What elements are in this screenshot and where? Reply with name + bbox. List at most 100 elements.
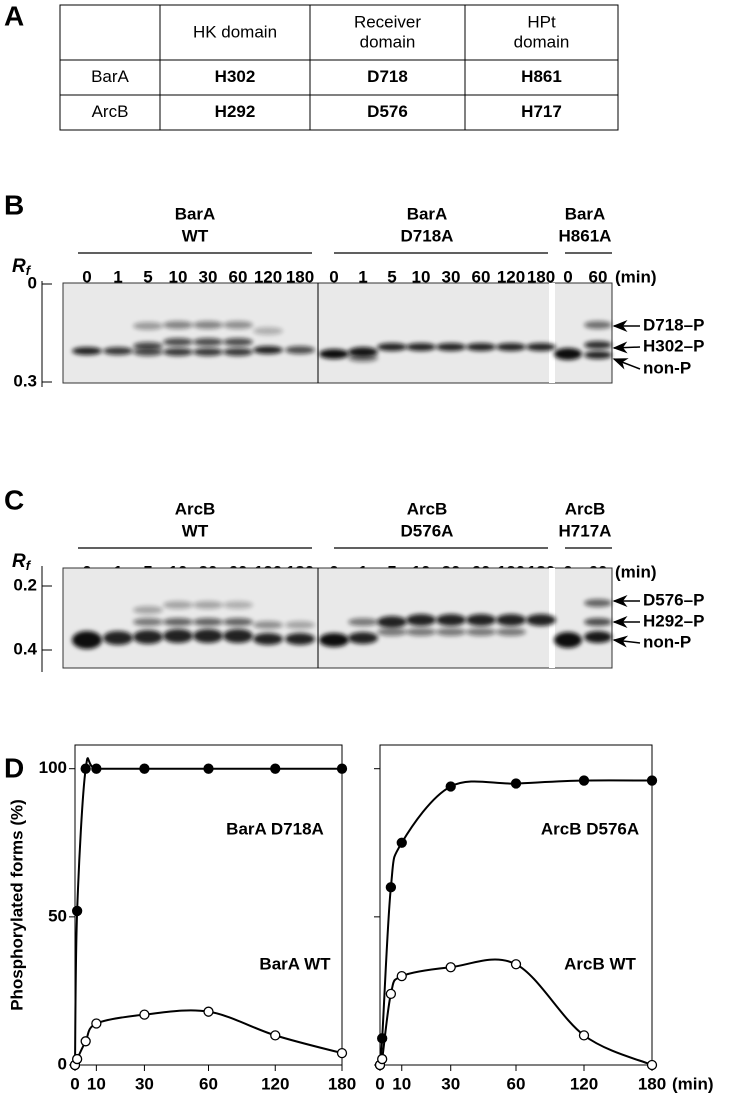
band xyxy=(436,628,466,636)
table-header: HPt xyxy=(527,12,556,31)
panel-label: A xyxy=(4,0,24,31)
x-tick-label: 30 xyxy=(135,1074,154,1093)
band xyxy=(253,327,283,335)
lane-label: 30 xyxy=(199,267,218,286)
lane-label: 120 xyxy=(497,267,525,286)
data-point xyxy=(91,1018,102,1029)
lane-label: 120 xyxy=(254,267,282,286)
x-tick-label: 0 xyxy=(375,1074,384,1093)
rf-sub: f xyxy=(26,263,32,278)
band xyxy=(348,618,378,626)
rf-tick-label: 0.3 xyxy=(13,371,37,390)
band xyxy=(348,354,378,362)
band xyxy=(466,343,496,351)
lane-label: 180 xyxy=(527,267,555,286)
lane-label: 10 xyxy=(169,267,188,286)
band xyxy=(223,618,253,626)
band xyxy=(223,348,253,356)
data-point xyxy=(139,1009,150,1020)
band xyxy=(319,633,349,647)
band xyxy=(377,628,407,636)
band xyxy=(406,343,436,351)
plot-frame xyxy=(74,744,343,1066)
panel-label: B xyxy=(4,189,24,220)
data-point xyxy=(270,763,281,774)
table-cell: H717 xyxy=(521,102,562,121)
rf-tick-label: 0.2 xyxy=(13,575,37,594)
band xyxy=(193,321,223,329)
band xyxy=(406,614,436,626)
group-label: D576A xyxy=(401,521,454,540)
series-line xyxy=(379,958,653,1068)
band xyxy=(319,349,349,359)
band xyxy=(223,338,253,346)
series-line xyxy=(379,779,653,1066)
band xyxy=(133,348,163,356)
lane-label: 1 xyxy=(113,267,122,286)
data-point xyxy=(646,1059,658,1071)
data-point xyxy=(396,970,407,982)
data-point xyxy=(91,763,102,774)
band-label: D718–P xyxy=(643,315,704,334)
y-tick-label: 0 xyxy=(58,1054,67,1073)
band xyxy=(193,338,223,346)
band-label: non-P xyxy=(643,358,691,377)
rf-sub: f xyxy=(26,558,32,573)
plot-frame xyxy=(379,744,653,1066)
unit-label: (min) xyxy=(615,562,657,581)
band xyxy=(253,346,283,354)
lane-label: 0 xyxy=(563,267,572,286)
rf-label: Rf xyxy=(12,256,32,278)
band xyxy=(436,343,466,351)
table-cell: D718 xyxy=(367,67,408,86)
group-label: BarA xyxy=(407,204,448,223)
band xyxy=(496,614,526,626)
lane-label: 180 xyxy=(286,267,314,286)
band xyxy=(193,618,223,626)
lane-label: 0 xyxy=(329,267,338,286)
unit-label: (min) xyxy=(615,267,657,286)
table-header: Receiver xyxy=(354,12,421,31)
band-label: non-P xyxy=(643,632,691,651)
data-point xyxy=(646,775,658,786)
band xyxy=(163,348,193,356)
data-point xyxy=(71,905,83,917)
rf-label: Rf xyxy=(12,551,32,573)
band xyxy=(526,614,556,626)
group-label: ArcB xyxy=(565,499,606,518)
group-label: BarA xyxy=(565,204,606,223)
band xyxy=(285,633,315,645)
x-tick-label: 60 xyxy=(199,1074,218,1093)
rf-main: R xyxy=(12,551,26,572)
band xyxy=(554,348,582,360)
band xyxy=(377,616,407,628)
table-header: HK domain xyxy=(193,22,277,41)
group-label: WT xyxy=(182,521,209,540)
table-frame xyxy=(59,4,619,131)
band xyxy=(377,343,407,351)
lane-label: 5 xyxy=(387,267,396,286)
gel-gap xyxy=(549,283,555,383)
band xyxy=(193,601,223,609)
band xyxy=(223,629,253,643)
lane-label: 30 xyxy=(442,267,461,286)
band xyxy=(133,630,163,644)
data-point xyxy=(336,1047,348,1059)
table-cell: D576 xyxy=(367,102,408,121)
lane-label: 0 xyxy=(82,267,91,286)
data-point xyxy=(80,1036,91,1047)
band xyxy=(526,343,556,351)
band xyxy=(436,614,466,626)
y-tick-label: 100 xyxy=(39,758,67,777)
table-cell: H302 xyxy=(215,67,256,86)
band xyxy=(584,618,612,626)
band xyxy=(72,631,102,649)
group-label: ArcB xyxy=(407,499,448,518)
band xyxy=(584,599,612,607)
data-point xyxy=(578,1030,590,1041)
group-label: BarA xyxy=(175,204,216,223)
y-tick-label: 50 xyxy=(48,906,67,925)
band xyxy=(103,631,133,645)
lane-label: 1 xyxy=(358,267,367,286)
group-label: WT xyxy=(182,226,209,245)
